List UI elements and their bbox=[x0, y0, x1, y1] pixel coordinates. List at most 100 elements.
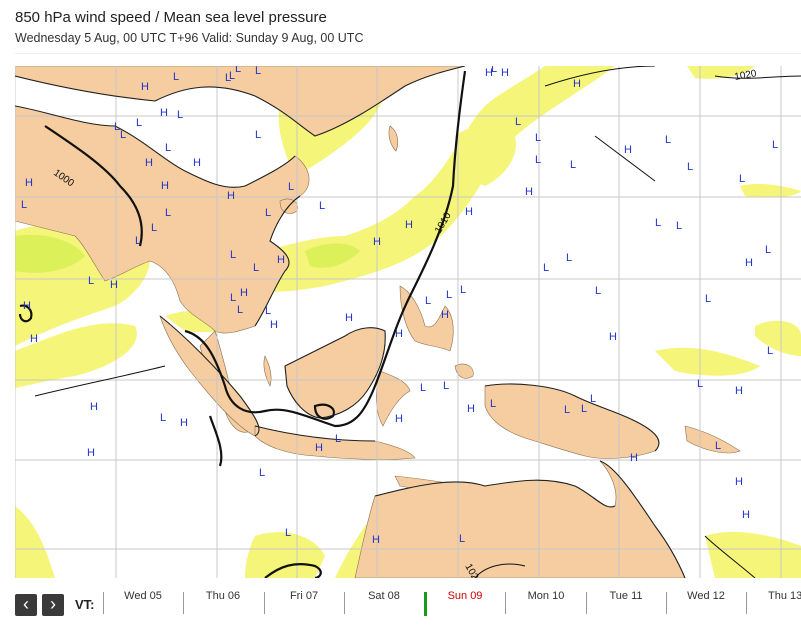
high-pressure-marker: H bbox=[87, 447, 95, 459]
high-pressure-marker: H bbox=[90, 401, 98, 413]
timeline-tick bbox=[666, 592, 667, 614]
isobar-label: 1020 bbox=[734, 68, 758, 83]
high-pressure-marker: H bbox=[30, 333, 38, 345]
high-pressure-marker: H bbox=[141, 81, 149, 93]
page-title: 850 hPa wind speed / Mean sea level pres… bbox=[15, 9, 327, 26]
lat-lon-gridlines bbox=[15, 66, 801, 578]
high-pressure-marker: H bbox=[161, 180, 169, 192]
low-pressure-marker: L bbox=[566, 252, 572, 264]
valid-time-label: VT: bbox=[75, 597, 95, 612]
high-pressure-marker: H bbox=[25, 177, 33, 189]
high-pressure-marker: H bbox=[270, 319, 278, 331]
previous-step-button[interactable]: ‹ bbox=[15, 594, 37, 616]
low-pressure-marker: L bbox=[225, 72, 231, 84]
thick-isobar-lines bbox=[18, 70, 467, 578]
low-pressure-marker: L bbox=[443, 380, 449, 392]
isobar-lines bbox=[15, 66, 686, 578]
high-pressure-marker: H bbox=[315, 442, 323, 454]
timeline-day-tue-11[interactable]: Tue 11 bbox=[609, 590, 643, 602]
low-pressure-marker: L bbox=[288, 181, 294, 193]
high-pressure-marker: H bbox=[345, 312, 353, 324]
timeline-tick bbox=[344, 592, 345, 614]
current-time-cursor[interactable] bbox=[424, 592, 427, 616]
low-pressure-marker: L bbox=[543, 262, 549, 274]
low-pressure-marker: L bbox=[460, 284, 466, 296]
valid-time-timeline: ‹ › VT: Wed 05 Thu 06 Fri 07 Sat 08 Sun 09 Mo… bbox=[0, 582, 801, 626]
low-pressure-marker: L bbox=[151, 222, 157, 234]
low-pressure-marker: L bbox=[772, 139, 778, 151]
high-pressure-marker: H bbox=[240, 287, 248, 299]
low-pressure-marker: L bbox=[425, 295, 431, 307]
high-pressure-marker: H bbox=[227, 190, 235, 202]
high-pressure-marker: H bbox=[609, 331, 617, 343]
high-pressure-marker: H bbox=[501, 67, 509, 79]
low-pressure-marker: L bbox=[687, 161, 693, 173]
low-pressure-marker: L bbox=[570, 159, 576, 171]
low-pressure-marker: L bbox=[697, 378, 703, 390]
timeline-day-thu-06[interactable]: Thu 06 bbox=[205, 590, 241, 602]
header-divider bbox=[15, 53, 801, 54]
low-pressure-marker: L bbox=[490, 398, 496, 410]
timeline-tick bbox=[505, 592, 506, 614]
low-pressure-marker: L bbox=[590, 393, 596, 405]
timeline-day-thu-13[interactable]: Thu 13 bbox=[768, 590, 801, 602]
timeline-day-sun-09[interactable]: Sun 09 bbox=[447, 590, 483, 602]
high-pressure-marker: H bbox=[742, 509, 750, 521]
high-pressure-marker: H bbox=[395, 328, 403, 340]
low-pressure-marker: L bbox=[705, 293, 711, 305]
low-pressure-marker: L bbox=[160, 412, 166, 424]
high-pressure-marker: H bbox=[745, 257, 753, 269]
high-pressure-marker: H bbox=[395, 413, 403, 425]
low-pressure-marker: L bbox=[265, 305, 271, 317]
high-pressure-marker: H bbox=[630, 452, 638, 464]
next-step-button[interactable]: › bbox=[42, 594, 64, 616]
timeline-tick bbox=[746, 592, 747, 614]
low-pressure-marker: L bbox=[459, 533, 465, 545]
low-pressure-marker: L bbox=[765, 244, 771, 256]
low-pressure-marker: L bbox=[120, 129, 126, 141]
low-pressure-marker: L bbox=[665, 134, 671, 146]
timeline-day-wed-05[interactable]: Wed 05 bbox=[124, 590, 162, 602]
timeline-tick bbox=[264, 592, 265, 614]
high-pressure-marker: H bbox=[373, 236, 381, 248]
timeline-day-mon-10[interactable]: Mon 10 bbox=[527, 590, 565, 602]
low-pressure-marker: L bbox=[235, 66, 241, 75]
low-pressure-marker: L bbox=[319, 200, 325, 212]
low-pressure-marker: L bbox=[335, 433, 341, 445]
low-pressure-marker: L bbox=[177, 109, 183, 121]
high-pressure-marker: H bbox=[160, 107, 168, 119]
high-pressure-marker: H bbox=[372, 534, 380, 546]
low-pressure-marker: L bbox=[595, 285, 601, 297]
low-pressure-marker: L bbox=[535, 132, 541, 144]
low-pressure-marker: L bbox=[135, 235, 141, 247]
low-pressure-marker: L bbox=[136, 117, 142, 129]
high-pressure-marker: H bbox=[23, 300, 31, 312]
low-pressure-marker: L bbox=[265, 207, 271, 219]
low-pressure-marker: L bbox=[655, 217, 661, 229]
high-pressure-marker: H bbox=[624, 144, 632, 156]
timeline-day-fri-07[interactable]: Fri 07 bbox=[289, 590, 319, 602]
high-pressure-marker: H bbox=[441, 309, 449, 321]
low-pressure-marker: L bbox=[535, 154, 541, 166]
low-pressure-marker: L bbox=[21, 199, 27, 211]
low-pressure-marker: L bbox=[515, 116, 521, 128]
timeline-tick bbox=[103, 592, 104, 614]
high-pressure-marker: H bbox=[193, 157, 201, 169]
low-pressure-marker: L bbox=[114, 121, 120, 133]
chevron-right-icon: › bbox=[50, 594, 56, 614]
low-pressure-marker: L bbox=[237, 304, 243, 316]
low-pressure-marker: L bbox=[165, 207, 171, 219]
timeline-day-sat-08[interactable]: Sat 08 bbox=[368, 590, 400, 602]
low-pressure-marker: L bbox=[285, 527, 291, 539]
low-pressure-marker: L bbox=[446, 289, 452, 301]
chevron-left-icon: ‹ bbox=[23, 594, 29, 614]
high-pressure-marker: H bbox=[110, 279, 118, 291]
timeline-day-wed-12[interactable]: Wed 12 bbox=[687, 590, 725, 602]
low-pressure-marker: L bbox=[88, 275, 94, 287]
high-pressure-marker: H bbox=[277, 254, 285, 266]
low-pressure-marker: L bbox=[255, 129, 261, 141]
low-pressure-marker: L bbox=[420, 382, 426, 394]
high-pressure-marker: H bbox=[573, 78, 581, 90]
low-pressure-marker: L bbox=[230, 292, 236, 304]
